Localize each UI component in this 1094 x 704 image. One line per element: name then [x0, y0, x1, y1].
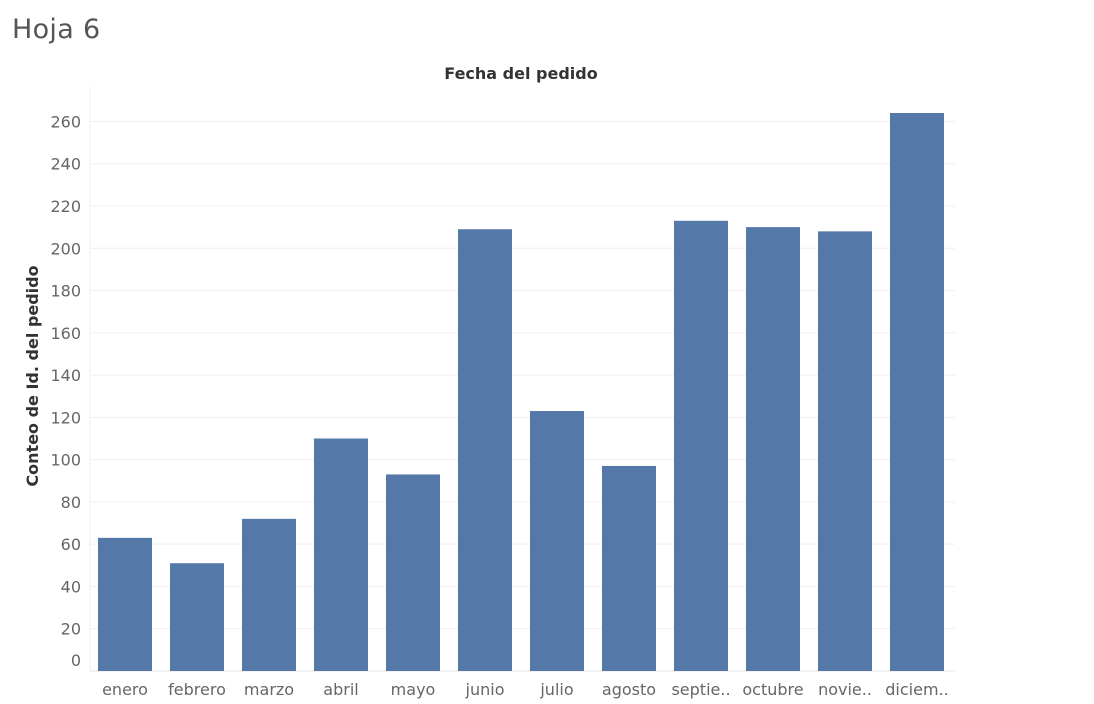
y-tick-label: 60 — [61, 535, 81, 554]
x-tick-label: abril — [323, 680, 358, 699]
bar-octubre[interactable] — [746, 227, 800, 672]
y-tick-label: 220 — [50, 197, 81, 216]
y-tick-label: 40 — [61, 577, 81, 596]
x-tick-label: marzo — [244, 680, 294, 699]
bar-enero[interactable] — [98, 537, 152, 671]
bar-julio[interactable] — [530, 411, 584, 671]
x-tick-label: septie.. — [671, 680, 730, 699]
y-tick-label: 180 — [50, 282, 81, 301]
bar-septie[interactable] — [674, 220, 728, 671]
bars — [98, 113, 944, 672]
y-tick-label: 140 — [50, 366, 81, 385]
x-tick-label: octubre — [742, 680, 803, 699]
x-tick-label: agosto — [602, 680, 656, 699]
bar-febrero[interactable] — [170, 563, 224, 671]
y-tick-label: 200 — [50, 239, 81, 258]
y-tick-label: 100 — [50, 451, 81, 470]
x-tick-label: novie.. — [818, 680, 872, 699]
sheet-title: Hoja 6 — [12, 14, 101, 45]
y-tick-label: 80 — [61, 493, 81, 512]
y-tick-label: 240 — [50, 155, 81, 174]
x-tick-label: diciem.. — [885, 680, 948, 699]
bar-mayo[interactable] — [386, 474, 440, 671]
x-tick-label: enero — [102, 680, 148, 699]
y-axis-title: Conteo de Id. del pedido — [23, 265, 42, 486]
x-tick-label: febrero — [168, 680, 226, 699]
x-tick-label: julio — [539, 680, 573, 699]
x-axis-title: Fecha del pedido — [444, 64, 597, 83]
x-tick-label: mayo — [391, 680, 436, 699]
bar-marzo[interactable] — [242, 518, 296, 671]
bar-diciem[interactable] — [890, 113, 944, 671]
bar-novie[interactable] — [818, 231, 872, 671]
bar-agosto[interactable] — [602, 465, 656, 671]
y-tick-label: 120 — [50, 408, 81, 427]
gridlines — [90, 120, 955, 630]
y-tick-label: 260 — [50, 112, 81, 131]
x-tick-labels: enero febrero marzo abril mayo junio julio agos… — [102, 680, 949, 699]
bar-abril[interactable] — [314, 438, 368, 672]
y-tick-label: 0 — [71, 651, 81, 670]
bar-junio[interactable] — [458, 229, 512, 671]
x-tick-label: junio — [465, 680, 505, 699]
y-tick-labels: 0 20 40 60 80 100 120 140 160 180 200 220 240 260 — [50, 112, 81, 670]
axes — [89, 86, 955, 672]
y-tick-label: 20 — [61, 620, 81, 639]
y-tick-label: 160 — [50, 324, 81, 343]
